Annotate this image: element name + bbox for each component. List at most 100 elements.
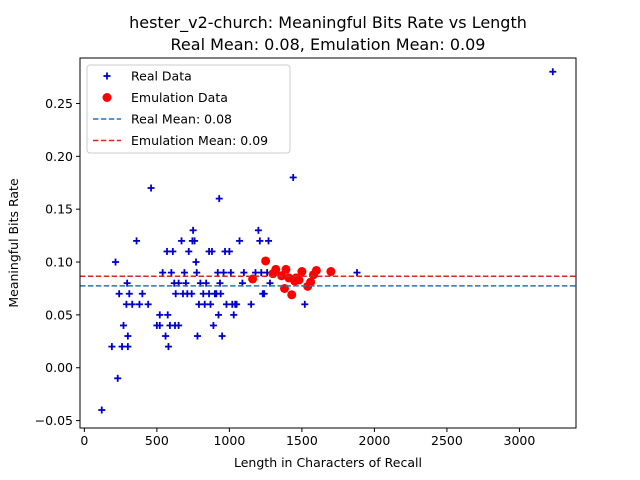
real-data-point <box>98 406 106 414</box>
legend-label: Emulation Data <box>131 90 228 105</box>
legend-label: Emulation Mean: 0.09 <box>131 133 268 148</box>
real-data-point <box>353 269 361 277</box>
x-tick-label: 1000 <box>213 433 245 448</box>
legend-marker-swatch <box>102 93 112 102</box>
real-data-point <box>193 332 201 340</box>
real-data-point <box>549 68 557 76</box>
real-data-point <box>169 247 177 255</box>
real-data-point <box>202 279 210 287</box>
real-data-point <box>115 290 123 298</box>
plot-frame <box>79 57 577 429</box>
emulation-data-point <box>297 267 307 277</box>
real-data-point <box>215 311 223 319</box>
real-data-point <box>188 290 196 298</box>
x-tick-label: 2000 <box>359 433 391 448</box>
y-tick-label: 0.20 <box>45 149 73 164</box>
legend: Real Data Emulation Data Real Mean: 0.08 Em… <box>86 64 291 154</box>
real-data-point <box>236 237 244 245</box>
real-data-point <box>220 269 228 277</box>
x-tick-label: 3000 <box>504 433 536 448</box>
real-data-point <box>215 195 223 203</box>
emulation-data-point <box>287 290 297 300</box>
real-data-point <box>108 343 116 351</box>
real-data-point <box>189 226 197 234</box>
emulation-data-point <box>261 256 271 266</box>
legend-emulation-data: Emulation Data <box>102 90 228 105</box>
real-data-point <box>178 237 186 245</box>
real-data-point <box>159 269 167 277</box>
emulation-data-point <box>311 265 321 275</box>
chart-title-line1: hester_v2-church: Meaningful Bits Rate v… <box>129 13 527 33</box>
real-data-point <box>114 374 122 382</box>
real-data-point <box>240 269 248 277</box>
real-data-point <box>180 269 188 277</box>
real-data-point <box>208 247 216 255</box>
real-data-point <box>192 258 200 266</box>
real-data-point <box>124 343 132 351</box>
real-data-point <box>260 290 268 298</box>
x-axis-label: Length in Characters of Recall <box>234 455 422 470</box>
real-data-point <box>144 300 152 308</box>
real-data-point <box>164 311 172 319</box>
real-data-point <box>209 321 217 329</box>
real-data-point <box>289 173 297 181</box>
legend-real-data: Real Data <box>103 69 192 84</box>
real-data-point <box>233 300 241 308</box>
real-data-point <box>128 300 136 308</box>
y-axis-label: Meaningful Bits Rate <box>6 178 21 308</box>
legend-marker-swatch <box>103 72 111 80</box>
legend-real-mean: Real Mean: 0.08 <box>93 112 232 127</box>
legend-emulation-mean: Emulation Mean: 0.09 <box>93 133 268 148</box>
real-data-point <box>124 332 132 340</box>
y-tick-label: 0.05 <box>45 307 73 322</box>
real-data-point <box>254 226 262 234</box>
legend-label: Real Mean: 0.08 <box>131 112 232 127</box>
real-data-point <box>147 184 155 192</box>
y-tick-label: 0.25 <box>45 96 73 111</box>
legend-box <box>86 64 291 154</box>
real-data-point <box>301 300 309 308</box>
real-data-point <box>185 247 193 255</box>
real-data-point <box>138 290 146 298</box>
x-axis: 0 500 1000 1500 2000 2500 3000 <box>80 428 535 448</box>
y-axis: −0.05 0.00 0.05 0.10 0.15 0.20 0.25 <box>35 96 80 428</box>
y-tick-label: 0.15 <box>45 202 73 217</box>
real-data-point <box>135 300 143 308</box>
y-tick-label: 0.10 <box>45 255 73 270</box>
emulation-data-point <box>306 277 316 287</box>
real-data-point <box>164 343 172 351</box>
real-data-point <box>162 332 170 340</box>
x-tick-label: 1500 <box>286 433 318 448</box>
emulation-data-point <box>281 264 291 274</box>
real-data-point <box>193 269 201 277</box>
real-data-point <box>112 258 120 266</box>
real-data-point <box>175 321 183 329</box>
real-data-point <box>216 279 224 287</box>
emulation-data-point <box>271 264 281 274</box>
real-data-point <box>125 290 133 298</box>
x-tick-label: 2500 <box>431 433 463 448</box>
real-data-point <box>156 321 164 329</box>
real-data-point <box>247 300 255 308</box>
real-data-point <box>167 269 175 277</box>
real-data-point <box>191 237 199 245</box>
real-data-point <box>218 332 226 340</box>
x-tick-label: 0 <box>80 433 88 448</box>
real-data-point <box>156 311 164 319</box>
x-tick-label: 500 <box>145 433 169 448</box>
real-data-point <box>120 321 128 329</box>
real-data-point <box>230 311 238 319</box>
real-data-point <box>227 269 235 277</box>
chart-title-line2: Real Mean: 0.08, Emulation Mean: 0.09 <box>171 35 486 54</box>
y-tick-label: 0.00 <box>45 360 73 375</box>
emulation-data-point <box>326 267 336 277</box>
plot-area <box>80 68 576 414</box>
y-tick-label: −0.05 <box>35 413 73 428</box>
real-data-point <box>172 290 180 298</box>
real-data-point <box>207 300 215 308</box>
real-data-point <box>217 290 225 298</box>
real-data-point <box>225 247 233 255</box>
emulation-data-point <box>294 275 304 285</box>
real-data-point <box>256 237 264 245</box>
